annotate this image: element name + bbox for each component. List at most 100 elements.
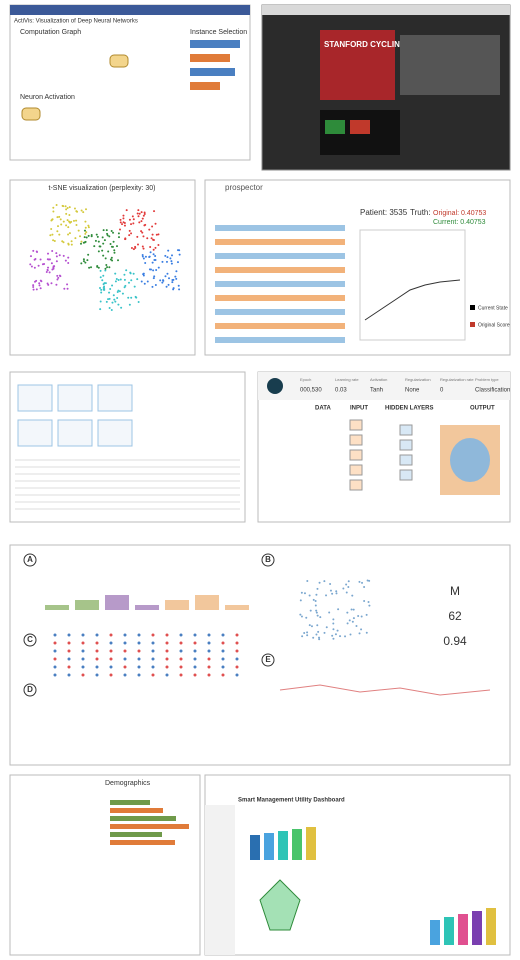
dot bbox=[64, 259, 67, 262]
dot bbox=[53, 649, 57, 653]
dot bbox=[102, 274, 105, 277]
dot bbox=[143, 211, 146, 214]
dot bbox=[306, 579, 309, 582]
dot bbox=[120, 306, 123, 309]
step-line bbox=[364, 279, 461, 321]
dot bbox=[151, 673, 155, 677]
dot bbox=[85, 208, 88, 211]
dot bbox=[150, 237, 153, 240]
dot bbox=[168, 277, 171, 280]
dot bbox=[123, 657, 127, 661]
dot bbox=[63, 287, 66, 290]
dot bbox=[162, 279, 165, 282]
control-label: Learning rate bbox=[335, 377, 359, 382]
dot bbox=[66, 207, 69, 210]
dot bbox=[154, 283, 157, 286]
neuron bbox=[349, 449, 363, 461]
dot bbox=[117, 236, 120, 239]
dot bbox=[109, 287, 112, 290]
dashboard-title: Smart Management Utility Dashboard bbox=[238, 798, 345, 804]
dot bbox=[365, 631, 368, 634]
dot bbox=[154, 246, 157, 249]
dot bbox=[331, 592, 334, 595]
dot bbox=[363, 599, 366, 602]
dot bbox=[83, 236, 86, 239]
dot bbox=[165, 633, 169, 637]
dot bbox=[80, 209, 83, 212]
dot bbox=[235, 657, 239, 661]
dot bbox=[345, 583, 348, 586]
output-blob bbox=[450, 438, 490, 482]
neuron bbox=[349, 419, 363, 431]
dot bbox=[109, 641, 113, 645]
dot bbox=[32, 286, 35, 289]
play-button[interactable] bbox=[267, 378, 283, 394]
dot bbox=[35, 288, 38, 291]
dot bbox=[314, 604, 317, 607]
activis-title: ActiVis: Visualization of Deep Neural Ne… bbox=[14, 19, 138, 25]
dot bbox=[103, 239, 106, 242]
graph-node bbox=[109, 54, 129, 68]
dot bbox=[39, 287, 42, 290]
dot bbox=[80, 262, 83, 265]
tsne-title: t-SNE visualization (perplexity: 30) bbox=[49, 185, 156, 192]
dot bbox=[207, 673, 211, 677]
dot bbox=[109, 243, 112, 246]
dot bbox=[38, 282, 41, 285]
dot bbox=[193, 673, 197, 677]
dot bbox=[128, 229, 131, 232]
dot bbox=[109, 673, 113, 677]
dot bbox=[112, 294, 115, 297]
neuron bbox=[349, 464, 363, 476]
dot bbox=[346, 611, 349, 614]
dot bbox=[138, 221, 141, 224]
dot bbox=[55, 260, 58, 263]
dot bbox=[97, 266, 100, 269]
dot bbox=[137, 657, 141, 661]
dot bbox=[178, 253, 181, 256]
dot bbox=[332, 622, 335, 625]
dot bbox=[95, 233, 98, 236]
dot bbox=[68, 214, 71, 217]
dot bbox=[117, 279, 120, 282]
dot bbox=[62, 205, 65, 208]
dot bbox=[137, 209, 140, 212]
dot bbox=[67, 665, 71, 669]
decor-bar bbox=[110, 816, 176, 821]
control-value: Tanh bbox=[370, 388, 383, 394]
dot bbox=[45, 271, 48, 274]
mini-chart bbox=[17, 384, 53, 412]
mini-chart bbox=[97, 419, 133, 447]
dot bbox=[179, 641, 183, 645]
dot bbox=[335, 590, 338, 593]
dot bbox=[155, 269, 158, 272]
dot bbox=[133, 285, 136, 288]
playground-header bbox=[258, 372, 510, 400]
neuron bbox=[399, 469, 413, 481]
dot bbox=[32, 288, 35, 291]
dot bbox=[123, 665, 127, 669]
dot bbox=[61, 240, 64, 243]
decor-bar bbox=[278, 831, 288, 860]
dot bbox=[193, 633, 197, 637]
dot bbox=[95, 673, 99, 677]
slider bbox=[215, 281, 345, 287]
dot bbox=[235, 641, 239, 645]
dot bbox=[111, 284, 114, 287]
dot bbox=[109, 657, 113, 661]
dot bbox=[83, 229, 86, 232]
dot bbox=[87, 224, 90, 227]
dot bbox=[342, 587, 345, 590]
mini-chart bbox=[17, 419, 53, 447]
dot bbox=[137, 300, 140, 303]
tile bbox=[350, 120, 370, 134]
dot bbox=[70, 243, 73, 246]
dot bbox=[58, 233, 61, 236]
neuron bbox=[349, 434, 363, 446]
dot bbox=[84, 232, 87, 235]
dot bbox=[67, 256, 70, 259]
dot bbox=[141, 255, 144, 258]
dot bbox=[55, 252, 58, 255]
dot bbox=[103, 282, 106, 285]
dot bbox=[53, 633, 57, 637]
